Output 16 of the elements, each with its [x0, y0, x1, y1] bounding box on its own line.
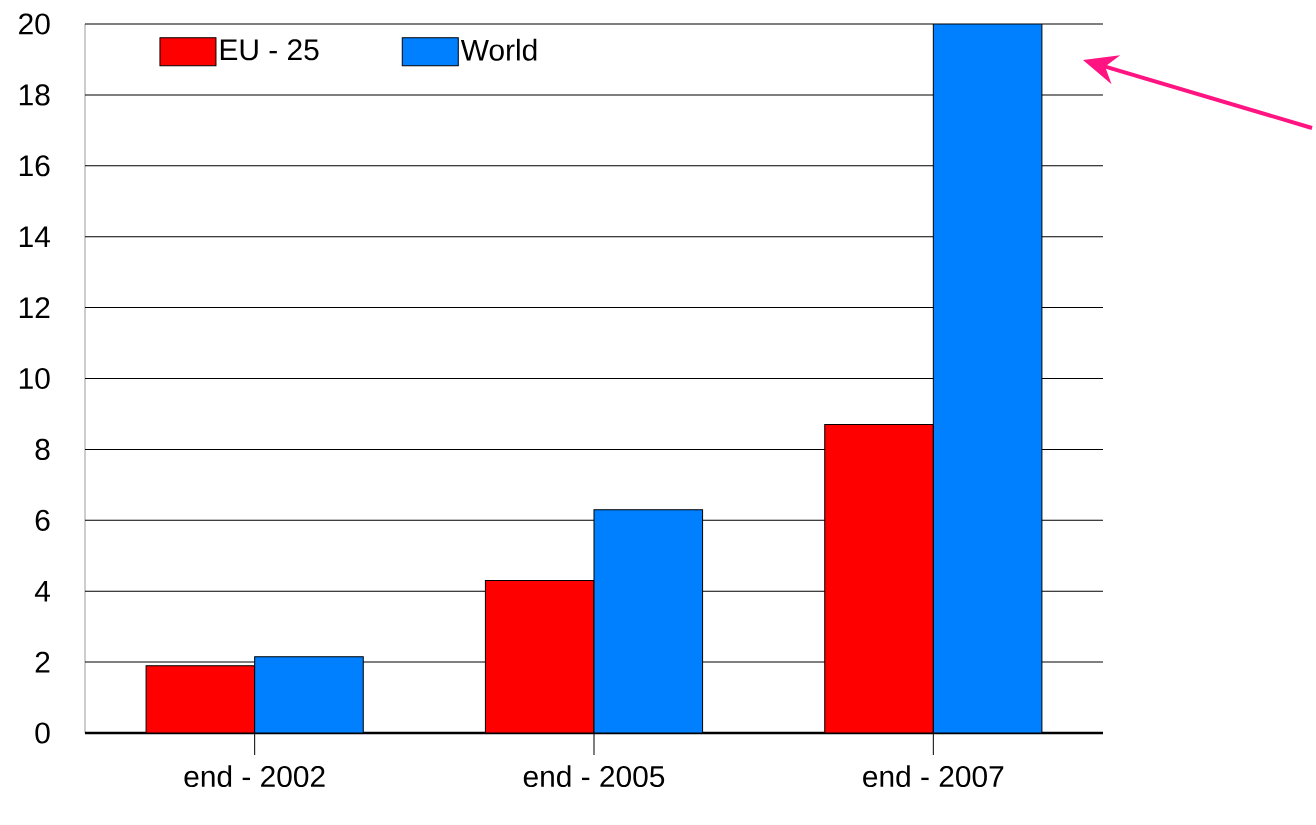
x-tick-label: end - 2002 — [184, 765, 325, 788]
y-tick-label: 20 — [19, 13, 50, 35]
y-tick-label: 12 — [19, 297, 50, 319]
y-tick-label: 8 — [35, 438, 50, 460]
x-tick-label: end - 2007 — [863, 765, 1004, 788]
y-tick-label: 14 — [19, 226, 50, 247]
legend-label: EU - 25 — [220, 39, 319, 61]
y-tick-label: 4 — [34, 580, 50, 602]
y-tick-label: 10 — [19, 367, 50, 390]
y-tick-label: 6 — [35, 509, 50, 531]
y-tick-label: 0 — [35, 722, 50, 744]
y-tick-label: 16 — [19, 155, 50, 177]
y-tick-label: 2 — [35, 651, 50, 673]
y-tick-label: 18 — [19, 84, 50, 106]
legend-label: World — [460, 38, 537, 61]
x-tick-label: end - 2005 — [523, 765, 665, 788]
